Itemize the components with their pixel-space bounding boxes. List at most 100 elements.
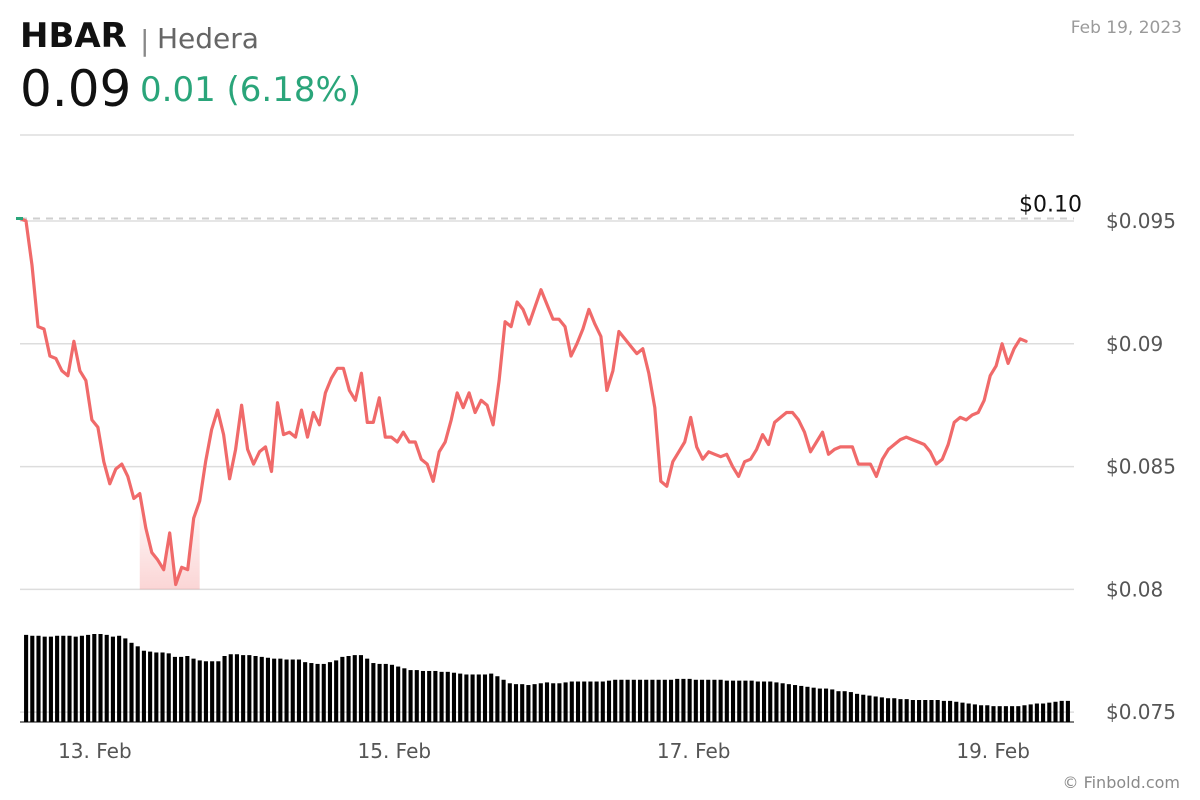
- volume-bar: [408, 670, 413, 722]
- volume-bar: [315, 663, 320, 722]
- volume-bar: [340, 656, 345, 722]
- y-tick-label: $0.09: [1106, 332, 1163, 356]
- volume-bar: [303, 662, 308, 722]
- volume-bar: [73, 636, 78, 722]
- volume-bar: [662, 679, 667, 722]
- x-tick-label: 15. Feb: [358, 739, 432, 763]
- volume-bar: [544, 682, 550, 722]
- volume-bar: [569, 681, 574, 722]
- volume-bar: [575, 681, 581, 722]
- volume-bar: [464, 674, 469, 722]
- x-tick-label: 19. Feb: [956, 739, 1030, 763]
- volume-bar: [600, 681, 605, 722]
- volume-bar: [749, 680, 754, 722]
- volume-bar: [718, 679, 723, 722]
- volume-bar: [538, 683, 543, 722]
- volume-bar: [1028, 704, 1033, 722]
- volume-bar: [396, 666, 401, 722]
- volume-bar: [737, 680, 742, 722]
- volume-bar: [1059, 700, 1064, 722]
- volume-bar: [693, 679, 698, 722]
- y-tick-label: $0.085: [1106, 455, 1176, 479]
- volume-bar: [334, 660, 339, 722]
- title-separator: |: [140, 24, 150, 57]
- volume-bar: [681, 678, 686, 722]
- volume-bar: [179, 656, 184, 722]
- grid-layer: [20, 134, 1074, 713]
- volume-bar: [507, 683, 512, 722]
- volume-bar: [185, 656, 190, 722]
- volume-bar: [247, 655, 252, 722]
- volume-bar: [774, 682, 779, 722]
- y-tick-label: $0.08: [1106, 577, 1163, 601]
- volume-bar: [501, 679, 506, 722]
- volume-bar: [228, 654, 233, 722]
- current-price: 0.09: [20, 60, 132, 118]
- volume-bar: [402, 668, 407, 722]
- volume-bar: [619, 679, 624, 722]
- volume-bar: [371, 663, 376, 722]
- volume-bar: [365, 658, 370, 722]
- volume-bar: [755, 681, 760, 722]
- volume-bar: [154, 652, 159, 722]
- volume-bar: [110, 636, 115, 722]
- volume-bar: [873, 696, 878, 722]
- volume-bar: [1065, 700, 1070, 722]
- volume-bar: [557, 683, 562, 722]
- volume-bar: [799, 685, 804, 722]
- volume-bar: [997, 706, 1002, 722]
- volume-bar: [594, 681, 599, 722]
- volume-bar: [1034, 703, 1039, 722]
- volume-bar: [706, 679, 711, 722]
- volume-bar: [389, 664, 395, 722]
- y-tick-label: $0.075: [1106, 700, 1176, 724]
- volume-bar: [793, 685, 798, 722]
- y-tick-label: $0.095: [1106, 209, 1176, 233]
- volume-bar: [606, 680, 612, 722]
- volume-bar: [61, 635, 66, 722]
- volume-bar: [979, 705, 984, 722]
- volume-bar: [222, 656, 227, 722]
- volume-bar: [42, 636, 47, 722]
- volume-bar: [117, 635, 122, 722]
- volume-bar: [259, 656, 264, 722]
- volume-bar: [675, 678, 680, 722]
- volume-bar: [613, 679, 618, 722]
- volume-bar: [129, 642, 134, 722]
- volume-bar: [1003, 706, 1008, 722]
- volume-bar: [892, 698, 897, 722]
- volume-bar: [923, 700, 928, 722]
- volume-bar: [104, 634, 109, 722]
- volume-bar: [482, 674, 488, 722]
- volume-bar: [743, 680, 748, 722]
- volume-bar: [352, 655, 357, 722]
- volume-bar: [48, 636, 53, 722]
- volume-bar: [898, 699, 903, 722]
- volume-bar: [272, 658, 277, 722]
- volume-bar: [346, 656, 351, 722]
- volume-bar: [1053, 701, 1058, 722]
- volume-bar: [253, 656, 258, 722]
- volume-bar: [836, 691, 841, 722]
- volume-bar: [309, 663, 314, 722]
- volume-bar: [855, 693, 860, 722]
- volume-bar: [1016, 706, 1021, 722]
- volume-bar: [532, 684, 537, 722]
- volume-bar: [954, 701, 959, 722]
- volume-bar: [966, 703, 971, 722]
- volume-bar: [910, 700, 915, 722]
- volume-bar: [830, 689, 835, 722]
- volume-bar: [904, 699, 909, 722]
- volume-bar: [420, 670, 426, 722]
- volume-bar: [644, 679, 649, 722]
- volume-bar: [141, 650, 146, 722]
- volume-bar: [24, 634, 29, 722]
- volume-bar: [210, 661, 215, 722]
- volume-bar: [582, 681, 587, 722]
- volume-bar: [761, 681, 767, 722]
- volume-bar: [172, 656, 177, 722]
- chart-date: Feb 19, 2023: [1070, 18, 1182, 38]
- ticker-symbol: HBAR: [20, 16, 127, 56]
- volume-bar: [941, 700, 946, 722]
